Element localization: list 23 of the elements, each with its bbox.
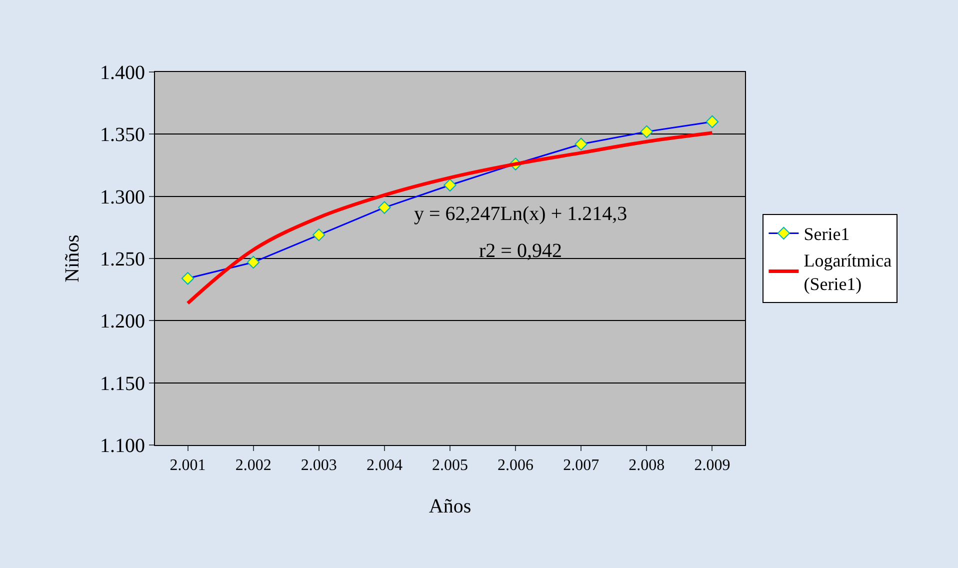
line-series: [186, 131, 714, 306]
y-tick-label: 1.400: [100, 62, 145, 84]
x-tick-label: 2.004: [366, 457, 402, 474]
legend-label: Logarítmica (Serie1): [804, 250, 892, 294]
y-axis-title: Niños: [62, 234, 84, 282]
x-tick-label: 2.003: [300, 457, 337, 474]
y-tick-label: 1.250: [100, 248, 145, 270]
y-tick-label: 1.100: [100, 435, 145, 457]
x-tick-label: 2.005: [432, 457, 468, 474]
x-axis-title: Años: [428, 496, 472, 518]
annotation: r2 = 0,942: [479, 240, 562, 262]
legend-label: Serie1: [804, 224, 850, 244]
x-tick-label: 2.002: [235, 457, 272, 474]
y-tick-label: 1.300: [100, 186, 145, 208]
x-tick-label: 2.009: [694, 457, 730, 474]
x-tick-label: 2.007: [563, 457, 600, 474]
x-tick-label: 2.006: [498, 457, 534, 474]
x-tick-label: 2.008: [628, 457, 665, 474]
annotation: y = 62,247Ln(x) + 1.214,3: [414, 203, 628, 225]
y-tick-label: 1.150: [100, 372, 145, 395]
y-tick-label: 1.200: [100, 310, 145, 333]
y-tick-label: 1.350: [100, 124, 145, 146]
x-tick-label: 2.001: [170, 457, 206, 474]
